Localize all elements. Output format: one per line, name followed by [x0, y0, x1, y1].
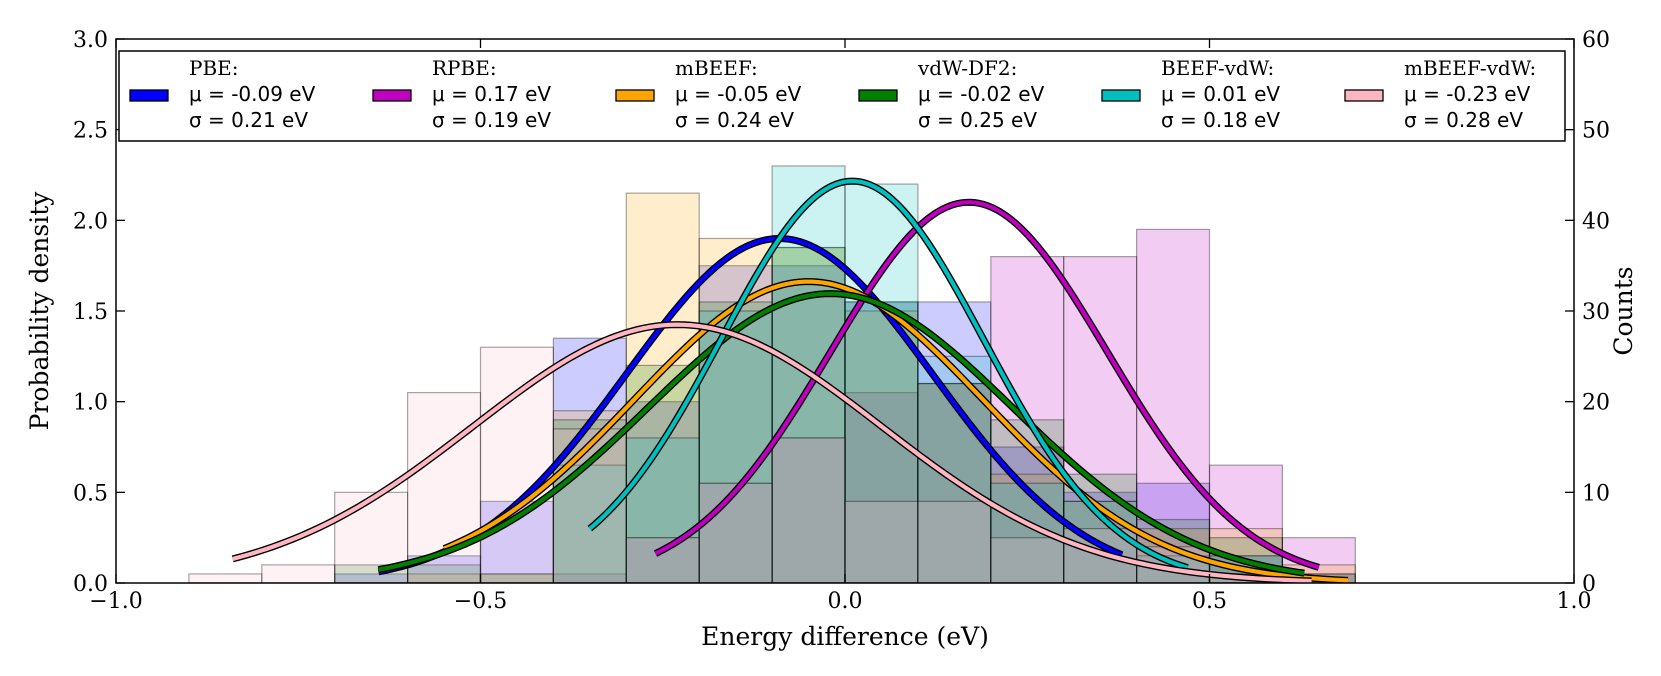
histogram-bar-RPBE-8 [771, 437, 846, 583]
y-axis-label-left: Probability density [25, 191, 54, 431]
legend-entry-RPBE: RPBE:μ = 0.17 eVσ = 0.19 eV [372, 56, 551, 132]
legend-sigma-vdW-DF2: σ = 0.25 eV [918, 108, 1037, 132]
y-axis-label-right: Counts [1609, 266, 1638, 355]
histogram-bar-BEEF-vdW-6 [625, 437, 700, 583]
histogram-bar-mBEEF-vdW-7 [698, 482, 773, 583]
y2-tick-label: 40 [1582, 209, 1610, 234]
histogram-mBEEF-vdW [188, 346, 1284, 583]
legend-entry-mBEEF-vdW: mBEEF-vdW:μ = -0.23 eVσ = 0.28 eV [1344, 56, 1536, 132]
y-tick-label: 1.5 [73, 300, 108, 325]
axis-ticks: −1.0 −0.5 0.0 0.5 1.0 0.0 0.5 1.0 1.5 2.0 2.5 3.0 0 1… [73, 28, 1610, 614]
y-tick-label: 1.0 [73, 391, 108, 416]
y2-tick-label: 0 [1582, 572, 1596, 597]
histogram-bar-mBEEF-vdW-9 [844, 500, 919, 583]
legend-entry-vdW-DF2: vdW-DF2:μ = -0.02 eVσ = 0.25 eV [858, 56, 1045, 132]
legend-sigma-BEEF-vdW: σ = 0.18 eV [1161, 108, 1280, 132]
histogram-bar-mBEEF-vdW-6 [625, 537, 700, 583]
x-tick-label: 0.5 [1192, 589, 1227, 614]
histogram-bar-mBEEF-vdW-10 [917, 500, 992, 583]
y-tick-label: 2.0 [73, 209, 108, 234]
legend-swatch-BEEF-vdW [1101, 89, 1141, 102]
histogram-bar-BEEF-vdW-9 [844, 183, 919, 583]
y-tick-label: 2.5 [73, 119, 108, 144]
y2-tick-label: 30 [1582, 300, 1610, 325]
x-tick-label: 0.0 [828, 589, 863, 614]
density-curve-vdW-DF2 [378, 291, 1305, 576]
histogram-bar-RPBE-7 [698, 482, 773, 583]
y2-tick-label: 60 [1582, 28, 1610, 53]
legend-sigma-RPBE: σ = 0.19 eV [432, 108, 551, 132]
y2-tick-label: 20 [1582, 391, 1610, 416]
density-curve-BEEF-vdW [588, 179, 1189, 570]
legend-mu-RPBE: μ = 0.17 eV [432, 82, 551, 106]
legend-frame [118, 50, 1566, 142]
y2-tick-label: 10 [1582, 481, 1610, 506]
density-curve-mBEEF-vdW [232, 322, 1312, 583]
x-tick-label: 1.0 [1557, 589, 1592, 614]
density-curve-RPBE [654, 200, 1320, 570]
legend-sigma-mBEEF: σ = 0.24 eV [675, 108, 794, 132]
histogram-bar-mBEEF-6 [625, 192, 700, 583]
density-curve-mBEEF [443, 279, 1349, 583]
histogram-bar-RPBE-5 [552, 573, 627, 583]
legend-label-mBEEF: mBEEF: [675, 56, 758, 80]
legend: PBE:μ = -0.09 eVσ = 0.21 eV RPBE:μ = 0.17… [118, 50, 1566, 142]
legend-sigma-mBEEF-vdW: σ = 0.28 eV [1404, 108, 1523, 132]
legend-mu-vdW-DF2: μ = -0.02 eV [918, 82, 1045, 106]
x-tick-label: −1.0 [89, 589, 142, 614]
legend-sigma-PBE: σ = 0.21 eV [189, 108, 308, 132]
legend-swatch-mBEEF-vdW [1344, 89, 1384, 102]
histogram-bar-PBE-2 [334, 573, 409, 583]
legend-mu-PBE: μ = -0.09 eV [189, 82, 316, 106]
legend-label-mBEEF-vdW: mBEEF-vdW: [1404, 56, 1536, 80]
histogram-bar-mBEEF-vdW-4 [479, 346, 555, 583]
x-axis-label: Energy difference (eV) [701, 622, 989, 651]
legend-swatch-mBEEF [615, 89, 655, 102]
legend-label-PBE: PBE: [189, 56, 239, 80]
density-curves-layer [231, 177, 1349, 583]
y-tick-label: 3.0 [73, 28, 108, 53]
legend-label-RPBE: RPBE: [432, 56, 497, 80]
legend-entry-PBE: PBE:μ = -0.09 eVσ = 0.21 eV [129, 56, 316, 132]
histogram-layer [188, 165, 1356, 583]
legend-swatch-vdW-DF2 [858, 89, 898, 102]
y-tick-label: 0.5 [73, 481, 108, 506]
y-tick-label: 0.0 [73, 572, 108, 597]
legend-label-BEEF-vdW: BEEF-vdW: [1161, 56, 1274, 80]
histogram-bar-mBEEF-vdW-1 [261, 564, 336, 583]
histogram-bar-mBEEF-vdW-8 [771, 437, 846, 583]
legend-mu-mBEEF-vdW: μ = -0.23 eV [1404, 82, 1531, 106]
histogram-bar-mBEEF-vdW-0 [188, 573, 263, 583]
legend-label-vdW-DF2: vdW-DF2: [917, 56, 1017, 80]
x-tick-label: −0.5 [454, 589, 507, 614]
legend-swatch-PBE [129, 89, 169, 102]
legend-entry-BEEF-vdW: BEEF-vdW:μ = 0.01 eVσ = 0.18 eV [1101, 56, 1280, 132]
legend-mu-BEEF-vdW: μ = 0.01 eV [1161, 82, 1280, 106]
legend-mu-mBEEF: μ = -0.05 eV [675, 82, 802, 106]
histogram-bar-mBEEF-vdW-11 [990, 537, 1065, 583]
histogram-bar-RPBE-6 [625, 537, 700, 583]
y2-tick-label: 50 [1582, 119, 1610, 144]
histogram-bar-RPBE-9 [844, 392, 919, 583]
legend-entry-mBEEF: mBEEF:μ = -0.05 eVσ = 0.24 eV [615, 56, 802, 132]
legend-swatch-RPBE [372, 89, 412, 102]
